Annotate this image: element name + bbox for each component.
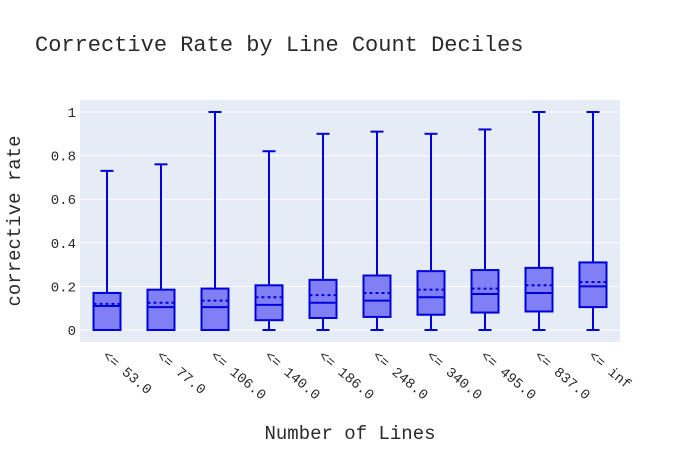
x-tick-label: <= 106.0: [207, 349, 269, 404]
chart-title: Corrective Rate by Line Count Deciles: [35, 33, 523, 58]
box-2: [146, 163, 176, 332]
iqr-box: [92, 291, 122, 332]
iqr-box: [524, 266, 554, 313]
box-6: [362, 130, 392, 331]
x-tick-label: <= 837.0: [531, 349, 593, 404]
y-tick-labels: 0 0.2 0.4 0.6 0.8 1: [51, 106, 76, 340]
x-tick-label: <= 495.0: [477, 349, 539, 404]
x-tick-label: <= 186.0: [315, 349, 377, 404]
iqr-box: [578, 261, 608, 309]
x-tick-label: <= inf: [585, 349, 634, 394]
box-4: [254, 150, 284, 331]
box-1: [92, 169, 122, 332]
iqr-box: [254, 284, 284, 322]
x-tick-label: <= 340.0: [423, 349, 485, 404]
boxes: [92, 111, 608, 332]
x-axis-label: Number of Lines: [264, 423, 435, 445]
iqr-box: [200, 287, 230, 331]
box-3: [200, 111, 230, 331]
iqr-box: [362, 274, 392, 318]
x-tick-label: <= 53.0: [99, 349, 154, 399]
box-9: [524, 111, 554, 331]
x-tick-label: <= 77.0: [153, 349, 208, 399]
box-8: [470, 128, 500, 331]
x-tick-labels: <= 53.0<= 77.0<= 106.0<= 140.0<= 186.0<=…: [99, 349, 634, 404]
y-tick-label: 0: [68, 324, 76, 340]
iqr-box: [416, 270, 446, 316]
y-tick-label: 1: [68, 106, 76, 122]
y-tick-label: 0.8: [51, 150, 76, 166]
iqr-box: [146, 288, 176, 332]
y-axis-label: corrective rate: [4, 135, 26, 306]
box-5: [308, 132, 338, 331]
x-tick-label: <= 248.0: [369, 349, 431, 404]
x-tick-label: <= 140.0: [261, 349, 323, 404]
box-7: [416, 132, 446, 331]
iqr-box: [308, 278, 338, 320]
y-tick-label: 0.6: [51, 193, 76, 209]
box-10: [578, 111, 608, 331]
y-tick-label: 0.4: [51, 237, 76, 253]
y-tick-label: 0.2: [51, 280, 76, 296]
iqr-box: [470, 269, 500, 314]
